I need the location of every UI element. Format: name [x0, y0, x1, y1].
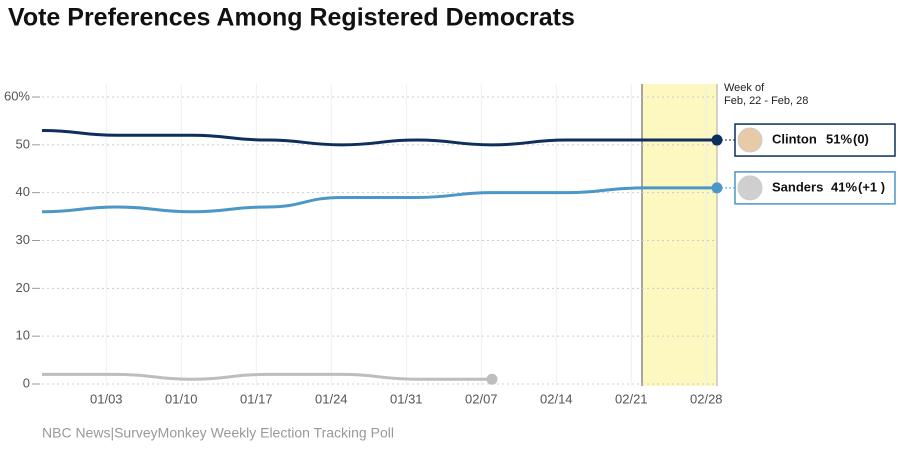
y-tick-label: 60% — [4, 88, 30, 103]
x-tick-label: 02/28 — [690, 391, 723, 406]
x-tick-label: 01/31 — [390, 391, 423, 406]
callout-value: 41% — [831, 179, 857, 194]
end-point — [486, 373, 498, 385]
y-tick-label: 40 — [16, 184, 30, 199]
y-tick-label: 50 — [16, 136, 30, 151]
x-tick-label: 02/21 — [615, 391, 648, 406]
series-line — [41, 128, 717, 147]
y-tick-label: 20 — [16, 280, 30, 295]
highlight-band — [642, 84, 717, 386]
highlight-label: Feb, 22 - Feb, 28 — [724, 95, 808, 107]
x-tick-label: 01/24 — [315, 391, 348, 406]
candidate-photo — [737, 175, 763, 201]
callout-value: 51% — [826, 131, 852, 146]
x-tick-label: 01/03 — [90, 391, 123, 406]
candidate-photo — [737, 127, 763, 153]
callout-name: Clinton — [772, 131, 817, 146]
y-tick-label: 30 — [16, 232, 30, 247]
x-tick-label: 01/17 — [240, 391, 273, 406]
callout-change: (0) — [853, 131, 869, 146]
series-line — [41, 186, 717, 214]
callout-box — [734, 123, 896, 157]
series-line — [42, 372, 492, 381]
source: NBC News|SurveyMonkey Weekly Election Tr… — [42, 425, 394, 441]
chart-title: Vote Preferences Among Registered Democr… — [8, 4, 575, 32]
y-tick-label: 0 — [23, 375, 30, 390]
x-tick-label: 02/14 — [540, 391, 573, 406]
y-tick-label: 10 — [16, 328, 30, 343]
x-tick-label: 01/10 — [165, 391, 198, 406]
callout-name: Sanders — [772, 179, 823, 194]
callout-change: (+1 ) — [858, 179, 885, 194]
highlight-label: Week of — [724, 82, 765, 94]
x-tick-label: 02/07 — [465, 391, 498, 406]
